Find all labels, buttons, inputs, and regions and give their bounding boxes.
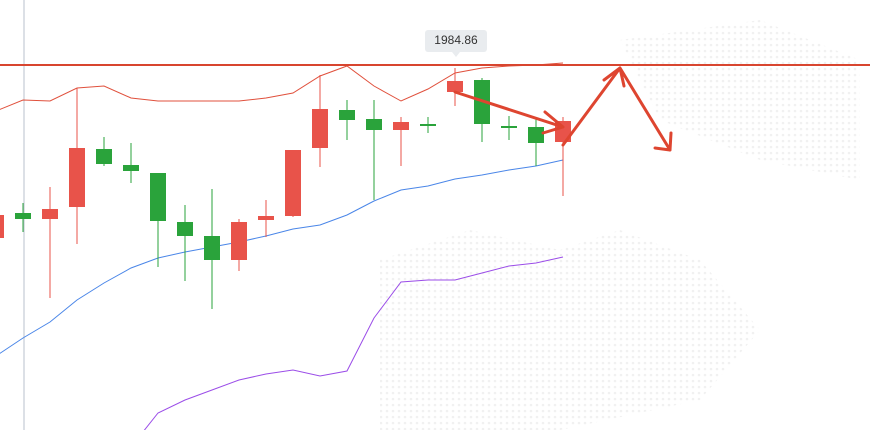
candle-body — [258, 216, 274, 220]
map-decoration — [380, 20, 860, 430]
candle — [366, 100, 382, 200]
candle-body — [69, 148, 85, 207]
candle-body — [447, 81, 463, 92]
candle — [312, 75, 328, 167]
candle-body — [420, 124, 436, 126]
candle — [420, 117, 436, 133]
candle — [123, 143, 139, 183]
plot-area — [0, 62, 870, 430]
candle — [231, 219, 247, 271]
candle — [204, 189, 220, 309]
price-tag-box — [425, 30, 487, 52]
candle — [150, 173, 166, 267]
candle-body — [339, 110, 355, 120]
candle-body — [123, 165, 139, 171]
candle-body — [366, 119, 382, 130]
candle-body — [0, 215, 4, 238]
indicator-line — [0, 62, 564, 110]
candle — [42, 187, 58, 298]
candle — [285, 150, 301, 217]
candle — [258, 200, 274, 237]
price-tag: 1984.86 — [425, 30, 487, 57]
candle-body — [204, 236, 220, 260]
candle-body — [501, 126, 517, 128]
candle-body — [177, 222, 193, 236]
candle-body — [312, 109, 328, 148]
candle — [96, 137, 112, 166]
candle — [0, 215, 4, 238]
candle — [501, 116, 517, 140]
annotation-arrows — [453, 66, 673, 152]
candle-body — [285, 150, 301, 216]
candle-body — [528, 127, 544, 143]
candle — [69, 88, 85, 244]
candle — [339, 100, 355, 140]
candle-body — [150, 173, 166, 221]
candle-body — [231, 222, 247, 260]
candle-body — [42, 209, 58, 219]
price-tag-pointer — [452, 52, 460, 57]
indicator-line — [143, 256, 564, 430]
candle — [15, 203, 31, 232]
candle — [528, 117, 544, 166]
candle — [177, 205, 193, 281]
indicator-line — [0, 159, 564, 354]
candle-body — [15, 213, 31, 219]
candle — [447, 68, 463, 106]
candle — [393, 117, 409, 166]
price-tag-label: 1984.86 — [434, 33, 478, 47]
candle-body — [393, 122, 409, 130]
candle-body — [96, 149, 112, 164]
